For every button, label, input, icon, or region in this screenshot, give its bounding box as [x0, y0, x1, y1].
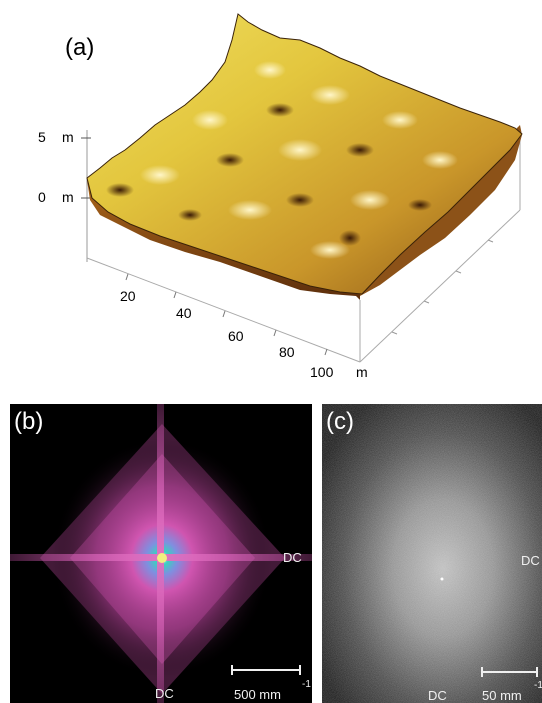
- surface-plot: [81, 13, 523, 363]
- x-tick-label-100: 100: [310, 364, 334, 380]
- scale-label-c: 50 mm: [482, 688, 522, 703]
- dc-label-b-right: DC: [283, 550, 302, 565]
- scale-exponent-b: -1: [302, 679, 311, 690]
- dc-label-b-bottom: DC: [155, 686, 174, 701]
- dc-label-c-right: DC: [521, 553, 540, 568]
- panel-c-letter: (c): [326, 408, 354, 435]
- x-tick-label-40: 40: [176, 305, 192, 321]
- spectrum-b-image: [10, 404, 312, 703]
- z-unit-label-0: m: [62, 189, 74, 205]
- z-tick-label-0: 0: [38, 189, 46, 205]
- x-tick-label-20: 20: [120, 288, 136, 304]
- x-unit-label: m: [356, 364, 368, 380]
- panel-b: (b) DC DC 500 mm -1: [10, 404, 312, 703]
- scale-label-b: 500 mm: [234, 687, 281, 702]
- y-axis-line: [359, 209, 521, 363]
- spectrum-c-image: [322, 404, 542, 703]
- dc-label-c-bottom: DC: [428, 688, 447, 703]
- x-tick-label-80: 80: [279, 344, 295, 360]
- panel-c: (c) DC DC 50 mm -1: [322, 404, 542, 703]
- z-unit-label-5: m: [62, 129, 74, 145]
- panel-b-letter: (b): [14, 408, 44, 435]
- x-ticks: [125, 273, 328, 356]
- z-tick-label-5: 5: [38, 129, 46, 145]
- y-ticks: [391, 239, 494, 335]
- x-tick-label-60: 60: [228, 328, 244, 344]
- surface-texture: [106, 61, 458, 259]
- x-axis-line: [86, 257, 361, 363]
- scale-exponent-c: -1: [534, 680, 542, 691]
- panel-a-letter: (a): [65, 34, 95, 61]
